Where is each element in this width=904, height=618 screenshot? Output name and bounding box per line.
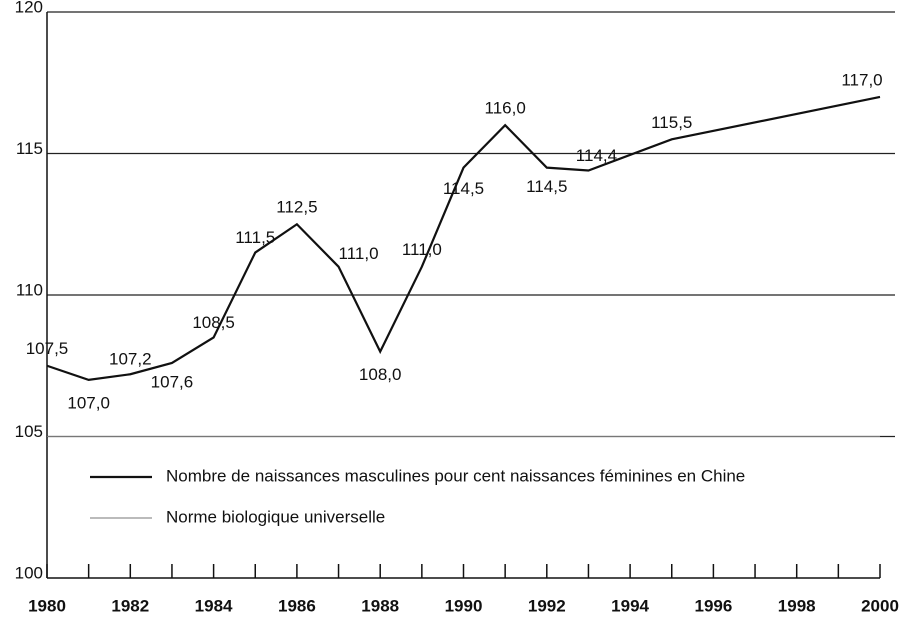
data-label: 114,4 [576,146,617,165]
data-label: 108,0 [359,365,402,384]
y-tick-label: 115 [16,139,43,158]
y-tick-label: 100 [15,563,43,582]
x-tick-label: 1984 [195,596,233,615]
x-tick-label: 1990 [445,596,483,615]
data-label: 108,5 [192,313,235,332]
x-tick-label: 1980 [28,596,66,615]
data-label: 107,6 [151,372,194,391]
y-tick-label: 110 [16,280,43,299]
data-label: 112,5 [276,198,317,217]
x-tick-label: 2000 [861,596,899,615]
data-label: 115,5 [651,113,692,132]
x-tick-label: 1988 [361,596,399,615]
x-tick-label: 1992 [528,596,566,615]
data-line [46,95,881,382]
legend-label: Norme biologique universelle [166,507,385,526]
x-tick-label: 1986 [278,596,316,615]
data-label: 107,5 [26,339,69,358]
legend-label: Nombre de naissances masculines pour cen… [166,466,745,485]
data-label: 107,2 [109,350,152,369]
data-label: 111,0 [402,240,442,259]
data-label: 111,0 [339,244,379,263]
data-label: 107,0 [67,393,110,412]
y-tick-label: 105 [15,422,43,441]
data-label: 111,5 [235,228,275,247]
data-label: 117,0 [841,70,882,89]
data-label: 114,5 [443,179,484,198]
data-label: 114,5 [526,177,567,196]
x-tick-label: 1994 [611,596,649,615]
x-tick-label: 1982 [111,596,149,615]
x-tick-label: 1998 [778,596,816,615]
x-tick-label: 1996 [694,596,732,615]
data-label: 116,0 [485,99,526,118]
y-tick-label: 120 [15,0,43,16]
